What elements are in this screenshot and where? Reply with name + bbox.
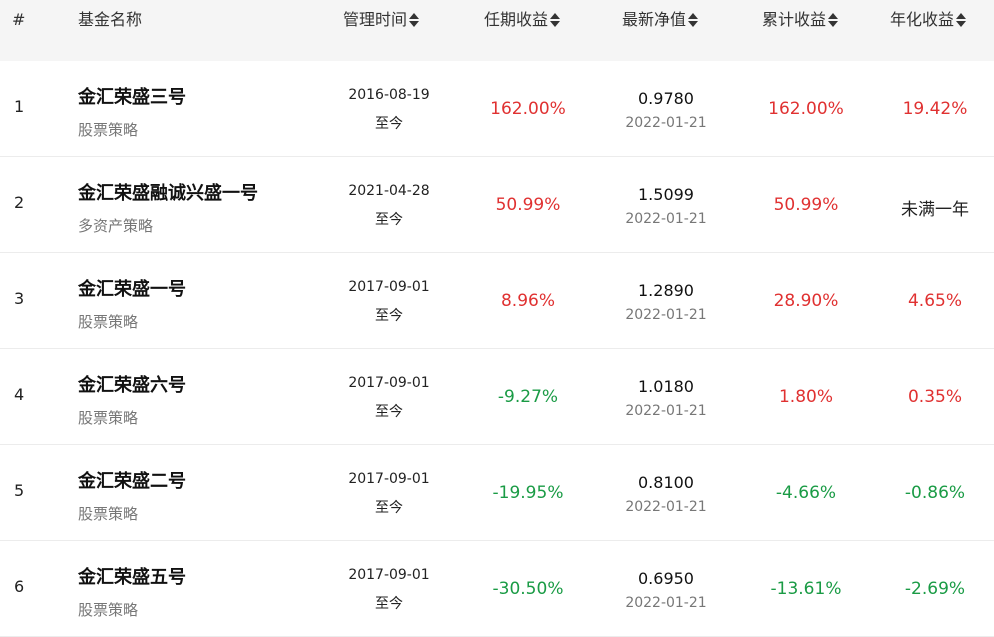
table-body: 1 金汇荣盛三号 股票策略 2016-08-19 至今 162.00% 0.9780 2022… [0,61,994,637]
manage-end-date: 至今 [375,596,403,612]
tenure-return: -9.27% [497,387,559,407]
cumulative-return: -13.61% [770,579,842,599]
table-row[interactable]: 5 金汇荣盛二号 股票策略 2017-09-01 至今 -19.95% 0.8100 2022… [0,445,994,541]
latest-nav-value: 0.8100 [638,473,694,492]
header-tenure-return-sort[interactable]: 任期收益 [484,9,561,31]
manage-start-date: 2017-09-01 [348,567,430,583]
table-row[interactable]: 3 金汇荣盛一号 股票策略 2017-09-01 至今 8.96% 1.2890 2022-0… [0,253,994,349]
manage-start-date: 2021-04-28 [348,183,430,199]
tenure-return: 50.99% [495,195,561,215]
row-index: 3 [14,289,25,308]
header-tenure-return-label: 任期收益 [484,10,549,29]
fund-strategy: 股票策略 [78,505,139,523]
table-row[interactable]: 6 金汇荣盛五号 股票策略 2017-09-01 至今 -30.50% 0.6950 2022… [0,541,994,637]
header-cumulative-return-sort[interactable]: 累计收益 [762,9,839,31]
row-index: 2 [14,193,25,212]
latest-nav-date: 2022-01-21 [625,115,707,131]
cumulative-return: -4.66% [775,483,837,503]
fund-name-link[interactable]: 金汇荣盛融诚兴盛一号 [78,183,258,204]
latest-nav-date: 2022-01-21 [625,211,707,227]
manage-start-date: 2017-09-01 [348,279,430,295]
manage-end-date: 至今 [375,404,403,420]
latest-nav-value: 1.0180 [638,377,694,396]
sort-updown-icon [956,13,967,27]
latest-nav-date: 2022-01-21 [625,499,707,515]
sort-updown-icon [688,13,699,27]
manage-end-date: 至今 [375,116,403,132]
annual-return: 0.35% [907,387,962,407]
table-row[interactable]: 4 金汇荣盛六号 股票策略 2017-09-01 至今 -9.27% 1.0180 2022-… [0,349,994,445]
manage-start-date: 2016-08-19 [348,87,430,103]
cumulative-return: 28.90% [773,291,839,311]
annual-return: 4.65% [907,291,962,311]
header-annual-return-sort[interactable]: 年化收益 [890,9,967,31]
header-latest-nav-label: 最新净值 [622,10,687,29]
annual-return: -0.86% [904,483,966,503]
latest-nav-value: 0.6950 [638,569,694,588]
manage-end-date: 至今 [375,212,403,228]
sort-updown-icon [550,13,561,27]
tenure-return: 8.96% [500,291,555,311]
cumulative-return: 1.80% [778,387,833,407]
fund-strategy: 股票策略 [78,601,139,619]
manage-start-date: 2017-09-01 [348,471,430,487]
tenure-return: -19.95% [492,483,564,503]
cumulative-return: 162.00% [768,99,844,119]
fund-strategy: 股票策略 [78,313,139,331]
fund-name-link[interactable]: 金汇荣盛六号 [78,375,186,396]
fund-name-link[interactable]: 金汇荣盛五号 [78,567,186,588]
header-manage-time-sort[interactable]: 管理时间 [343,9,420,31]
latest-nav-date: 2022-01-21 [625,403,707,419]
annual-return: -2.69% [904,579,966,599]
latest-nav-date: 2022-01-21 [625,307,707,323]
table-row[interactable]: 2 金汇荣盛融诚兴盛一号 多资产策略 2021-04-28 至今 50.99% 1.5099… [0,157,994,253]
manage-end-date: 至今 [375,500,403,516]
manage-start-date: 2017-09-01 [348,375,430,391]
header-manage-time-label: 管理时间 [343,10,408,29]
fund-name-link[interactable]: 金汇荣盛三号 [78,87,186,108]
annual-return: 19.42% [902,99,968,119]
row-index: 6 [14,577,25,596]
header-index: # [12,10,26,29]
fund-strategy: 股票策略 [78,409,139,427]
row-index: 4 [14,385,25,404]
sort-updown-icon [409,13,420,27]
fund-name-link[interactable]: 金汇荣盛二号 [78,471,186,492]
table-row[interactable]: 1 金汇荣盛三号 股票策略 2016-08-19 至今 162.00% 0.9780 2022… [0,61,994,157]
header-annual-return-label: 年化收益 [890,10,955,29]
tenure-return: 162.00% [490,99,566,119]
fund-strategy: 股票策略 [78,121,139,139]
annual-return: 未满一年 [901,200,969,220]
latest-nav-date: 2022-01-21 [625,595,707,611]
manage-end-date: 至今 [375,308,403,324]
latest-nav-value: 1.2890 [638,281,694,300]
cumulative-return: 50.99% [773,195,839,215]
sort-updown-icon [828,13,839,27]
latest-nav-value: 0.9780 [638,89,694,108]
latest-nav-value: 1.5099 [638,185,694,204]
row-index: 1 [14,97,25,116]
table-header: # 基金名称 管理时间 任期收益 最新净值 累计收益 年化收益 [0,0,994,61]
fund-name-link[interactable]: 金汇荣盛一号 [78,279,186,300]
header-latest-nav-sort[interactable]: 最新净值 [622,9,699,31]
header-fund-name: 基金名称 [78,10,143,29]
fund-strategy: 多资产策略 [78,217,154,235]
row-index: 5 [14,481,25,500]
tenure-return: -30.50% [492,579,564,599]
header-cumulative-return-label: 累计收益 [762,10,827,29]
